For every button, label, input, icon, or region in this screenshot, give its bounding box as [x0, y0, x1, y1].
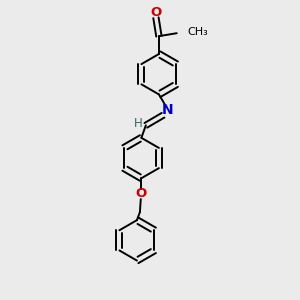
- Text: O: O: [150, 6, 162, 19]
- Text: H: H: [134, 117, 142, 130]
- Text: O: O: [136, 187, 147, 200]
- Text: N: N: [161, 103, 173, 117]
- Text: CH₃: CH₃: [187, 27, 208, 37]
